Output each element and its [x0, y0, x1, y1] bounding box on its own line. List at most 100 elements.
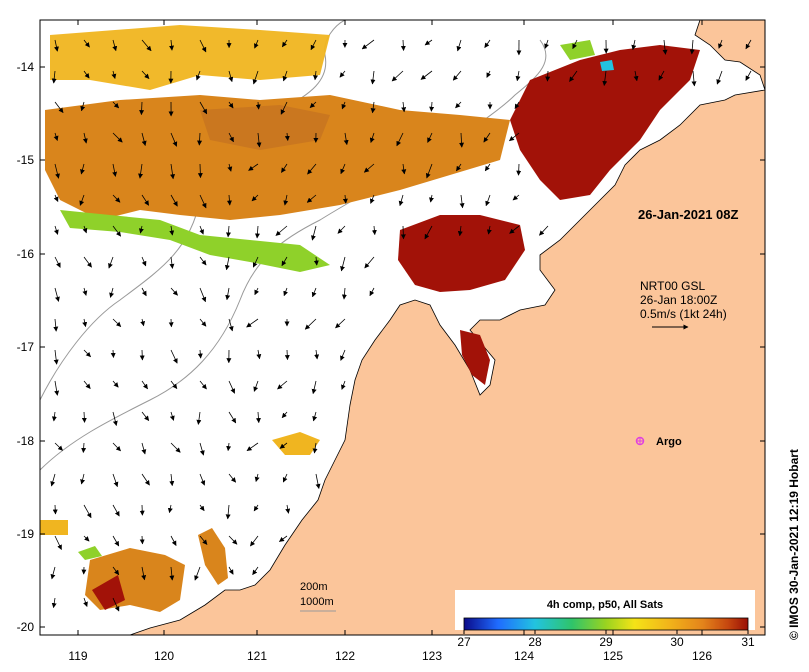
current-vector [108, 256, 114, 269]
current-vector [512, 194, 520, 201]
current-vector [342, 194, 348, 204]
current-vector [54, 287, 60, 302]
current-vector [51, 411, 57, 422]
current-vector [281, 256, 288, 267]
current-vector [745, 70, 752, 81]
current-vector [226, 442, 232, 452]
current-vector [369, 194, 375, 204]
current-vector [228, 380, 236, 394]
current-vector [141, 287, 147, 297]
current-vector [315, 473, 321, 489]
current-vector [400, 39, 406, 51]
current-vector [169, 566, 175, 581]
current-vector [363, 163, 375, 173]
current-vector [369, 132, 375, 143]
y-axis: -14 -15 -16 -17 -18 -19 -20 [17, 60, 765, 634]
current-vector [340, 163, 346, 175]
current-vector [275, 225, 288, 236]
current-vector [516, 163, 522, 176]
current-vector [452, 70, 462, 81]
current-vector [80, 473, 86, 485]
current-vector [199, 287, 207, 303]
current-vector [170, 380, 178, 389]
current-vector [427, 132, 433, 143]
current-vector [544, 39, 549, 49]
current-vector [82, 132, 88, 144]
current-vector [199, 504, 205, 512]
current-vector [572, 39, 578, 50]
colorbar-title: 4h comp, p50, All Sats [547, 599, 663, 611]
current-vector [199, 442, 205, 456]
current-vector [80, 101, 86, 112]
current-vector [112, 225, 122, 237]
y-tick-label: -14 [17, 60, 35, 74]
current-vector [311, 287, 317, 298]
current-vector [83, 70, 90, 79]
current-vector [167, 504, 173, 514]
current-vector [459, 132, 465, 148]
current-vector [170, 194, 178, 207]
current-vector [370, 101, 376, 114]
date-label: 26-Jan-2021 08Z [638, 207, 739, 222]
current-vector [195, 70, 201, 81]
current-vector [53, 318, 59, 332]
current-vector [718, 39, 723, 49]
current-vector [54, 535, 62, 550]
current-vector [313, 70, 318, 81]
current-vector [112, 535, 120, 547]
current-vector [456, 163, 462, 172]
current-vector [199, 535, 208, 545]
current-vector [509, 225, 520, 234]
current-vector [81, 442, 87, 453]
current-vector [254, 39, 259, 49]
current-vector [311, 225, 317, 241]
current-vector [225, 225, 231, 238]
current-vector [284, 132, 290, 141]
current-vector [112, 318, 122, 327]
current-vector [83, 39, 90, 48]
sst-patch-green-south [78, 546, 102, 560]
current-vector [139, 535, 145, 545]
argo-label: Argo [656, 436, 682, 448]
x-tick-label: 121 [247, 649, 267, 663]
current-vector [341, 101, 347, 110]
current-vector [112, 101, 120, 109]
current-vector [254, 473, 260, 482]
current-vector [51, 70, 57, 84]
current-vector [486, 225, 492, 235]
current-vector [112, 597, 120, 612]
current-vectors [50, 39, 752, 612]
sst-patch-cyan-north [600, 60, 614, 71]
current-vector [141, 380, 148, 390]
bathy-legend-1000m: 1000m [300, 596, 334, 608]
current-vector [391, 70, 404, 82]
sst-patch-warm-east [510, 45, 700, 200]
current-vector [658, 70, 665, 81]
current-vector [226, 194, 232, 206]
current-vector [370, 70, 376, 85]
current-vector [196, 411, 202, 425]
current-vector [199, 380, 207, 390]
current-vector [313, 256, 319, 266]
plot-frame [39, 19, 766, 636]
current-vector [54, 380, 60, 396]
current-vector [369, 287, 375, 297]
current-vector [396, 132, 404, 147]
current-vector [199, 473, 206, 486]
current-vector [79, 194, 85, 206]
current-vector [81, 411, 87, 423]
current-vector [256, 349, 262, 360]
current-vector [83, 380, 91, 389]
current-vector [52, 504, 58, 515]
current-vector [141, 256, 147, 267]
y-tick-label: -16 [17, 247, 35, 261]
current-vector [340, 256, 346, 272]
current-vector [279, 442, 288, 449]
current-vector [199, 318, 207, 327]
argo-float-marker [635, 436, 645, 446]
current-vector [545, 70, 551, 82]
current-vector [689, 39, 695, 55]
current-vector [429, 101, 435, 112]
current-vector [631, 39, 637, 51]
current-vector [199, 225, 204, 235]
